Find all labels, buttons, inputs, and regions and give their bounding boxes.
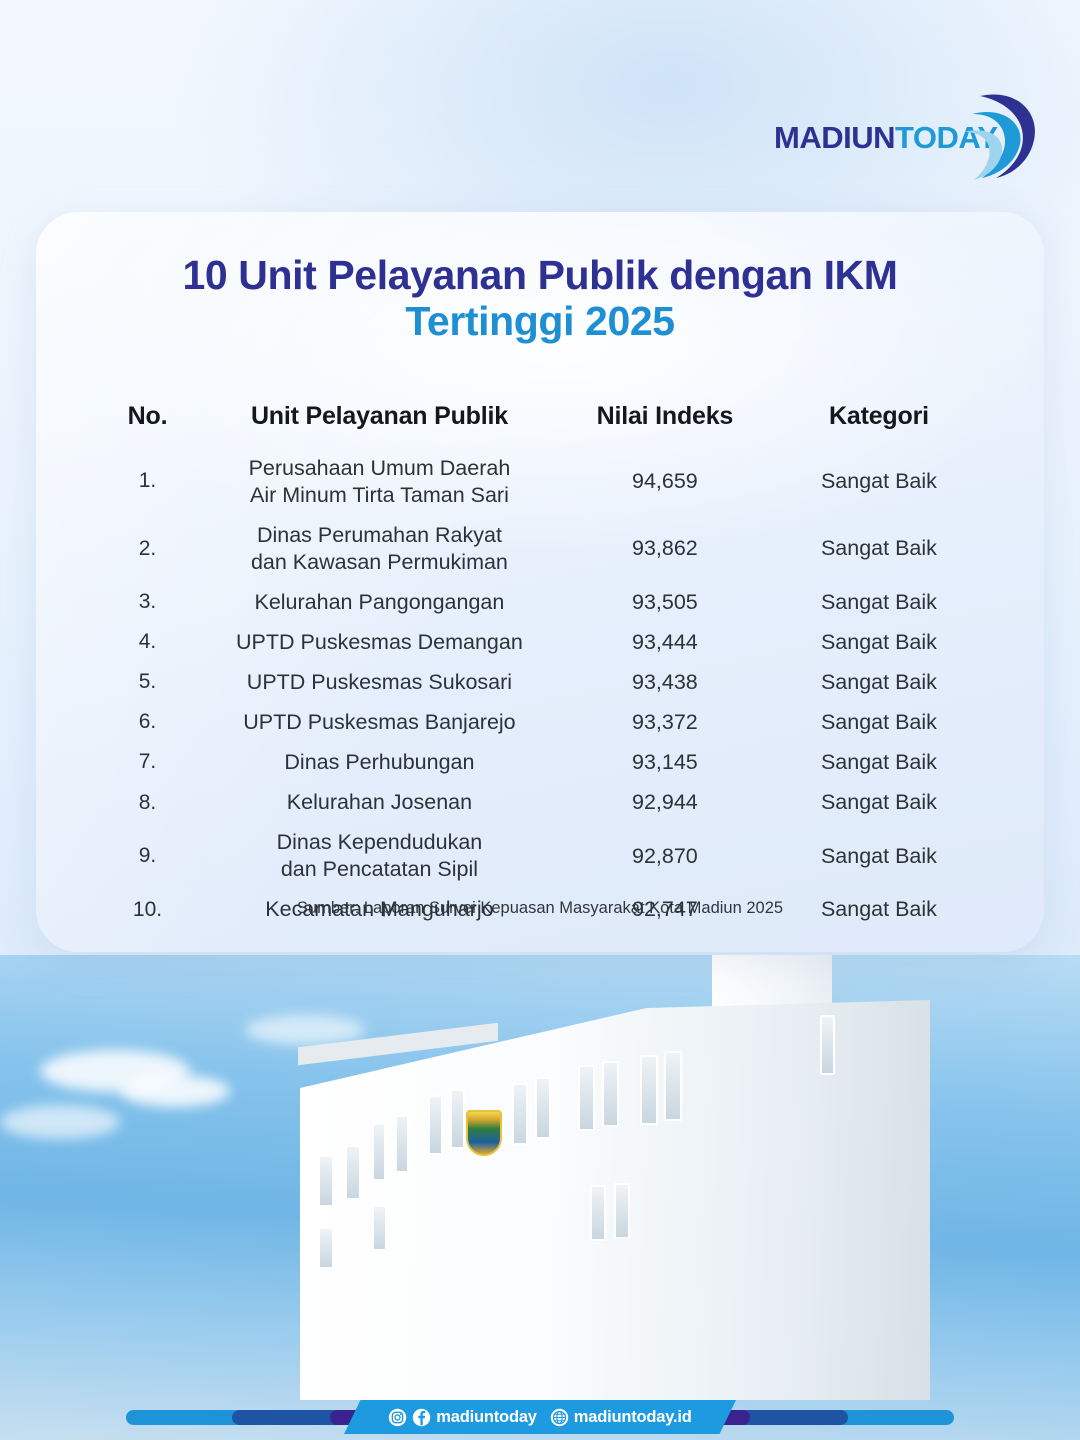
facebook-icon[interactable]	[412, 1408, 431, 1427]
column-header-no: No.	[127, 402, 168, 430]
table-row: 7. Dinas Perhubungan 93,145 Sangat Baik	[94, 743, 986, 783]
row-number: 7.	[138, 750, 157, 774]
row-number: 6.	[138, 710, 157, 734]
source-note: Sumber: Laporan Survei Kepuasan Masyarak…	[296, 899, 784, 917]
table-body: 1. Perusahaan Umum Daerah Air Minum Tirta …	[94, 448, 986, 930]
title-line-1: 10 Unit Pelayanan Publik dengan IKM	[182, 252, 898, 298]
row-number: 8.	[138, 790, 157, 814]
row-category: Sangat Baik	[820, 536, 937, 561]
website-label: madiuntoday.id	[573, 1407, 692, 1426]
website-group[interactable]: madiuntoday.id	[550, 1408, 692, 1427]
table-row: 8. Kelurahan Josenan 92,944 Sangat Baik	[94, 783, 986, 823]
row-category: Sangat Baik	[820, 790, 937, 815]
table-row: 6. UPTD Puskesmas Banjarejo 93,372 Sangat B…	[94, 703, 986, 743]
unit-line-1: Kelurahan Josenan	[286, 790, 473, 815]
row-number: 1.	[138, 469, 157, 493]
column-header-unit: Unit Pelayanan Publik	[250, 402, 508, 430]
unit-line-2: Air Minum Tirta Taman Sari	[249, 482, 509, 507]
row-number: 9.	[138, 844, 157, 868]
row-unit-name: UPTD Puskesmas Sukosari	[201, 662, 558, 702]
cloud	[0, 1105, 120, 1139]
table-header-row: No. Unit Pelayanan Publik Nilai Indeks K…	[94, 402, 986, 448]
unit-line-1: Kecamatan Manguharjo	[265, 897, 494, 922]
row-number: 3.	[138, 590, 157, 614]
row-index-value: 92,870	[631, 843, 698, 868]
row-category: Sangat Baik	[820, 750, 937, 775]
table-row: 4. UPTD Puskesmas Demangan 93,444 Sangat Ba…	[94, 622, 986, 662]
content-card: 10 Unit Pelayanan Publik dengan IKM Tert…	[36, 212, 1044, 952]
instagram-handle-label: madiuntoday	[436, 1407, 537, 1426]
social-handle-group[interactable]: madiuntoday	[388, 1407, 537, 1427]
row-number: 5.	[138, 670, 157, 694]
row-unit-name: Kelurahan Josenan	[201, 783, 558, 823]
ranking-table: No. Unit Pelayanan Publik Nilai Indeks K…	[94, 402, 986, 930]
logo-word-today: TODAY	[895, 120, 998, 155]
unit-line-1: Dinas Kependudukan	[276, 830, 483, 855]
unit-line-1: Kelurahan Pangongangan	[254, 589, 505, 614]
cloud	[120, 1075, 230, 1107]
row-index-value: 93,505	[631, 589, 698, 614]
globe-icon[interactable]	[550, 1408, 569, 1427]
row-category: Sangat Baik	[820, 843, 937, 868]
column-header-kategori: Kategori	[829, 402, 929, 430]
row-category: Sangat Baik	[820, 629, 937, 654]
logo-word-madiun: MADIUN	[774, 120, 896, 155]
row-category: Sangat Baik	[820, 469, 937, 494]
row-index-value: 92,944	[631, 790, 698, 815]
row-unit-name: Dinas Kependudukan dan Pencatatan Sipil	[201, 823, 558, 890]
row-index-value: 93,372	[631, 710, 698, 735]
row-category: Sangat Baik	[820, 589, 937, 614]
row-unit-name: Dinas Perhubungan	[201, 743, 558, 783]
row-index-value: 93,862	[631, 536, 698, 561]
unit-line-1: Perusahaan Umum Daerah	[248, 455, 511, 480]
row-number: 10.	[132, 897, 163, 921]
row-index-value: 93,444	[631, 629, 698, 654]
table-row: 2. Dinas Perumahan Rakyat dan Kawasan Perm…	[94, 515, 986, 582]
row-category: Sangat Baik	[820, 897, 937, 922]
row-unit-name: UPTD Puskesmas Banjarejo	[201, 703, 558, 743]
unit-line-1: Dinas Perhubungan	[284, 750, 475, 775]
row-index-value: 93,145	[631, 750, 698, 775]
city-emblem	[466, 1110, 502, 1156]
unit-line-2: dan Pencatatan Sipil	[280, 857, 479, 882]
unit-line-1: UPTD Puskesmas Demangan	[236, 629, 523, 654]
footer-bar: madiuntoday madiuntoday.id	[0, 1400, 1080, 1434]
cloud	[245, 1015, 365, 1045]
table-row: 10. Kecamatan Manguharjo 92,747 Sangat Baik	[94, 890, 986, 930]
row-number: 4.	[138, 630, 157, 654]
table-row: 3. Kelurahan Pangongangan 93,505 Sangat Bai…	[94, 582, 986, 622]
column-header-nilai: Nilai Indeks	[596, 402, 734, 430]
city-hall-photo: BALAI KOTA MADIUN donesia Pulih Bersama …	[0, 955, 1080, 1440]
unit-line-2: dan Kawasan Permukiman	[250, 549, 508, 574]
row-category: Sangat Baik	[820, 669, 937, 694]
table-row: 1. Perusahaan Umum Daerah Air Minum Tirta …	[94, 448, 986, 515]
logo-wordmark: MADIUNTODAY	[774, 120, 998, 156]
row-index-value: 93,438	[631, 669, 698, 694]
instagram-icon[interactable]	[388, 1408, 407, 1427]
page-title: 10 Unit Pelayanan Publik dengan IKM Tert…	[36, 252, 1044, 345]
row-number: 2.	[138, 536, 157, 560]
row-category: Sangat Baik	[820, 710, 937, 735]
title-line-2: Tertinggi 2025	[405, 298, 675, 345]
logo-swoosh-icon	[964, 94, 1035, 180]
row-unit-name: UPTD Puskesmas Demangan	[201, 622, 558, 662]
row-unit-name: Kelurahan Pangongangan	[201, 582, 558, 622]
row-unit-name: Dinas Perumahan Rakyat dan Kawasan Permuk…	[201, 515, 558, 582]
social-plate: madiuntoday madiuntoday.id	[344, 1400, 736, 1434]
row-index-value: 92,747	[631, 897, 698, 922]
row-unit-name: Perusahaan Umum Daerah Air Minum Tirta Ta…	[201, 448, 558, 515]
row-index-value: 94,659	[631, 469, 698, 494]
table-row: 5. UPTD Puskesmas Sukosari 93,438 Sangat Ba…	[94, 662, 986, 702]
madiuntoday-logo[interactable]: MADIUNTODAY	[770, 92, 1038, 180]
unit-line-1: Dinas Perumahan Rakyat	[256, 522, 502, 547]
unit-line-1: UPTD Puskesmas Sukosari	[246, 669, 513, 694]
table-row: 9. Dinas Kependudukan dan Pencatatan Sipil…	[94, 823, 986, 890]
row-unit-name: Kecamatan Manguharjo	[201, 890, 558, 930]
unit-line-1: UPTD Puskesmas Banjarejo	[243, 710, 516, 735]
